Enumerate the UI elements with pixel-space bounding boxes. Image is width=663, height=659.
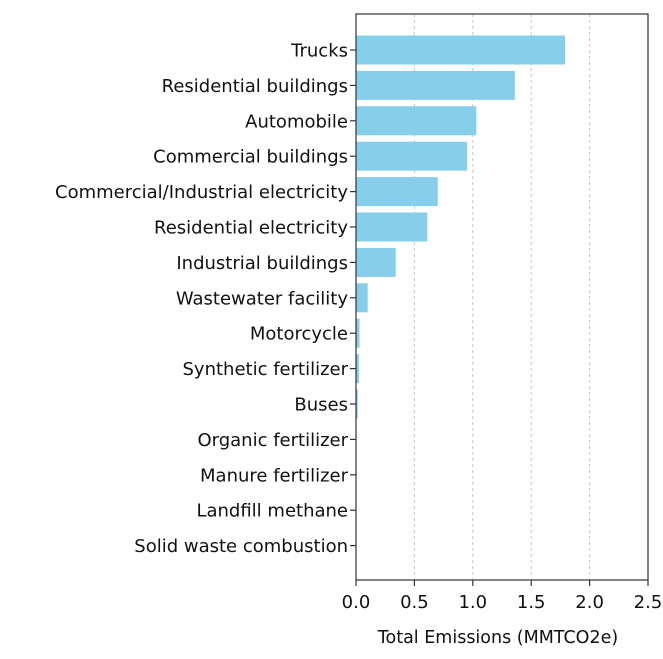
category-label: Industrial buildings bbox=[176, 253, 348, 274]
bar bbox=[356, 247, 396, 277]
category-label: Organic fertilizer bbox=[197, 430, 348, 451]
category-label: Motorcycle bbox=[250, 324, 348, 345]
x-tick-label: 1.0 bbox=[458, 592, 487, 613]
bar bbox=[356, 283, 368, 313]
category-label: Trucks bbox=[290, 41, 348, 62]
bar bbox=[356, 35, 566, 65]
x-tick-label: 0.0 bbox=[342, 592, 371, 613]
plot-frame bbox=[355, 13, 649, 581]
bar bbox=[356, 177, 438, 207]
x-tick-label: 2.5 bbox=[634, 592, 663, 613]
category-label: Commercial buildings bbox=[153, 147, 348, 168]
category-label: Solid waste combustion bbox=[134, 536, 348, 557]
bar bbox=[356, 318, 360, 348]
bar bbox=[356, 389, 358, 419]
x-tick-label: 2.0 bbox=[575, 592, 604, 613]
category-label: Manure fertilizer bbox=[200, 465, 349, 486]
x-axis-label: Total Emissions (MMTCO2e) bbox=[377, 628, 618, 648]
bar bbox=[356, 106, 477, 136]
category-label: Residential electricity bbox=[154, 218, 348, 239]
y-axis-category-labels: Trucks Residential buildings Automobile Com… bbox=[55, 41, 356, 557]
x-axis-ticks: 0.0 0.5 1.0 1.5 2.0 2.5 bbox=[342, 580, 663, 613]
x-tick-label: 1.5 bbox=[517, 592, 546, 613]
bar bbox=[356, 212, 428, 242]
category-label: Landfill methane bbox=[196, 501, 348, 522]
bar bbox=[356, 70, 515, 100]
category-label: Commercial/Industrial electricity bbox=[55, 182, 348, 203]
bar bbox=[356, 354, 359, 384]
category-label: Buses bbox=[294, 395, 348, 416]
x-tick-label: 0.5 bbox=[400, 592, 429, 613]
bars bbox=[356, 35, 566, 561]
category-label: Wastewater facility bbox=[176, 288, 349, 309]
category-label: Synthetic fertilizer bbox=[183, 359, 349, 380]
bar bbox=[356, 141, 467, 171]
category-label: Residential buildings bbox=[162, 76, 348, 97]
category-label: Automobile bbox=[245, 111, 348, 132]
